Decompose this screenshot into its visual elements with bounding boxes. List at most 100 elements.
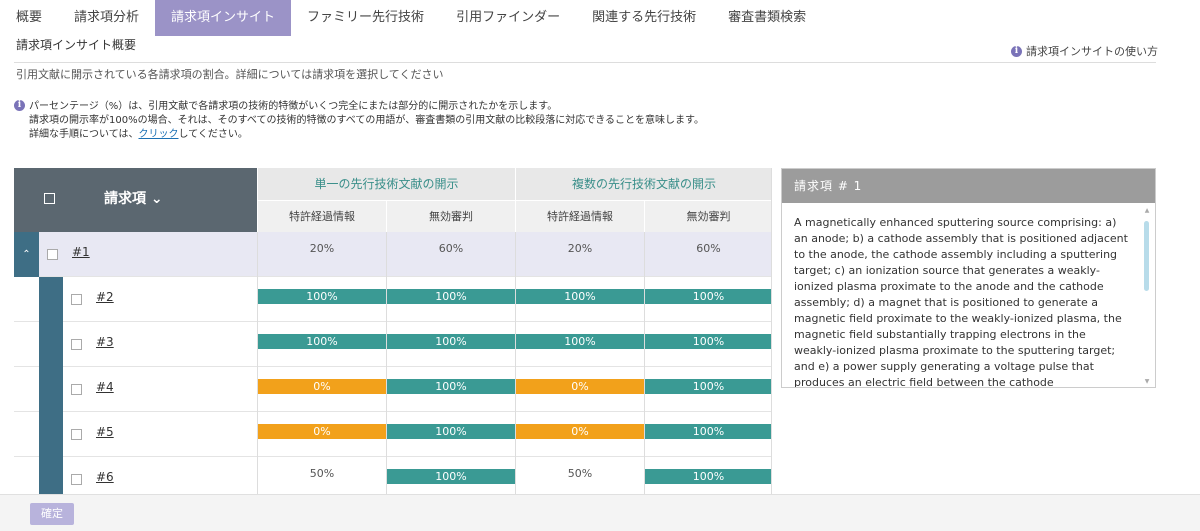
disclosure-bar: 0%	[516, 379, 644, 394]
row-indent-marker	[39, 322, 63, 367]
tab-claim-analysis[interactable]: 請求項分析	[74, 10, 140, 25]
click-link[interactable]: クリック	[138, 129, 179, 140]
sub-header-invalidation-1: 無効審判	[386, 200, 515, 232]
scroll-down-icon[interactable]: ▼	[1144, 378, 1150, 385]
table-row[interactable]: ⌃ #1 20% 60% 20% 60%	[14, 232, 771, 277]
disclosure-value: 50%	[567, 467, 593, 480]
row-checkbox[interactable]	[71, 294, 82, 305]
disclosure-bar: 100%	[645, 289, 771, 304]
disclosure-bar: 0%	[258, 424, 386, 439]
select-all-checkbox[interactable]	[44, 193, 55, 204]
disclosure-cell[interactable]: 100%	[386, 457, 515, 494]
info-icon: i	[1011, 45, 1022, 57]
claim-column-header[interactable]: 請求項 ⌄	[104, 188, 163, 208]
disclosure-cell[interactable]: 50%	[515, 457, 644, 494]
tab-citation-finder[interactable]: 引用ファインダー	[456, 10, 561, 25]
claims-table: 請求項 ⌄ 単一の先行技術文献の開示 複数の先行技術文献の開示 特許経過情報 無…	[14, 168, 772, 494]
disclosure-cell[interactable]: 100%	[644, 277, 771, 322]
disclosure-cell[interactable]: 100%	[644, 412, 771, 457]
disclosure-value: 20%	[567, 242, 593, 255]
disclosure-bar: 100%	[258, 289, 386, 304]
disclosure-bar: 100%	[387, 334, 515, 349]
row-checkbox[interactable]	[71, 339, 82, 350]
row-indent-marker	[39, 367, 63, 412]
disclosure-cell[interactable]: 60%	[386, 232, 515, 277]
row-checkbox[interactable]	[71, 384, 82, 395]
divider	[14, 62, 1156, 63]
info-icon: i	[14, 100, 25, 111]
disclosure-cell[interactable]: 100%	[257, 322, 386, 367]
disclosure-cell[interactable]: 100%	[386, 322, 515, 367]
panel-title: 請求項 # 1	[782, 169, 1155, 203]
table-row[interactable]: #2 100% 100% 100% 100%	[14, 277, 771, 322]
note-line-1: パーセンテージ（%）は、引用文献で各請求項の技術的特徴がいくつ完全にまたは部分的…	[29, 101, 558, 112]
disclosure-cell[interactable]: 100%	[386, 412, 515, 457]
group-single-header: 単一の先行技術文献の開示	[257, 168, 515, 200]
tab-examination-docs[interactable]: 審査書類検索	[728, 10, 807, 25]
confirm-button[interactable]: 確定	[30, 503, 74, 525]
row-checkbox[interactable]	[47, 249, 58, 260]
disclosure-bar: 100%	[387, 379, 515, 394]
claim-link[interactable]: #2	[96, 290, 114, 304]
table-row[interactable]: #4 0% 100% 0% 100%	[14, 367, 771, 412]
disclosure-cell[interactable]: 50%	[257, 457, 386, 494]
row-checkbox[interactable]	[71, 429, 82, 440]
disclosure-cell[interactable]: 0%	[257, 367, 386, 412]
help-link-label[interactable]: 請求項インサイトの使い方	[1026, 45, 1158, 58]
group-multi-header: 複数の先行技術文献の開示	[515, 168, 771, 200]
claim-link[interactable]: #1	[72, 245, 90, 259]
table-row[interactable]: #5 0% 100% 0% 100%	[14, 412, 771, 457]
tab-bar: 概要 請求項分析 請求項インサイト ファミリー先行技術 引用ファインダー 関連す…	[0, 0, 1200, 36]
disclosure-cell[interactable]: 100%	[644, 367, 771, 412]
table-row[interactable]: #6 50% 100% 50% 100%	[14, 457, 771, 494]
disclosure-value: 50%	[309, 467, 335, 480]
disclosure-cell[interactable]: 20%	[515, 232, 644, 277]
disclosure-bar: 0%	[516, 424, 644, 439]
claim-text: A magnetically enhanced sputtering sourc…	[794, 216, 1128, 387]
disclosure-bar: 100%	[516, 334, 644, 349]
claim-link[interactable]: #6	[96, 470, 114, 484]
tab-claim-insight[interactable]: 請求項インサイト	[155, 0, 292, 36]
tab-family-prior-art[interactable]: ファミリー先行技術	[307, 10, 425, 25]
disclosure-cell[interactable]: 60%	[644, 232, 771, 277]
disclosure-cell[interactable]: 0%	[257, 412, 386, 457]
chevron-down-icon: ⌄	[150, 191, 163, 207]
disclosure-cell[interactable]: 100%	[386, 367, 515, 412]
disclosure-bar: 100%	[516, 289, 644, 304]
overview-subtitle: 引用文献に開示されている各請求項の割合。詳細については請求項を選択してください	[16, 68, 444, 81]
sub-header-invalidation-2: 無効審判	[644, 200, 771, 232]
disclosure-cell[interactable]: 0%	[515, 412, 644, 457]
disclosure-bar: 100%	[645, 424, 771, 439]
collapse-chevron-icon[interactable]: ⌃	[14, 232, 39, 277]
disclosure-bar: 100%	[645, 334, 771, 349]
scroll-thumb[interactable]	[1144, 221, 1149, 291]
sub-header-prosecution-2: 特許経過情報	[515, 200, 644, 232]
row-checkbox[interactable]	[71, 474, 82, 485]
disclosure-bar: 0%	[258, 379, 386, 394]
claim-link[interactable]: #4	[96, 380, 114, 394]
claim-link[interactable]: #3	[96, 335, 114, 349]
info-note: i パーセンテージ（%）は、引用文献で各請求項の技術的特徴がいくつ完全にまたは部…	[14, 100, 704, 142]
tab-related-prior-art[interactable]: 関連する先行技術	[592, 10, 697, 25]
disclosure-bar: 100%	[645, 469, 771, 484]
help-link[interactable]: i 請求項インサイトの使い方	[1011, 43, 1158, 59]
panel-scrollbar[interactable]: ▲ ▼	[1143, 207, 1151, 385]
overview-title: 請求項インサイト概要	[16, 38, 137, 52]
note-line-2: 請求項の開示率が100%の場合、それは、そのすべての技術的特徴のすべての用語が、…	[29, 115, 704, 126]
claim-detail-panel: 請求項 # 1 A magnetically enhanced sputteri…	[781, 168, 1156, 388]
disclosure-bar: 100%	[258, 334, 386, 349]
disclosure-cell[interactable]: 100%	[386, 277, 515, 322]
table-row[interactable]: #3 100% 100% 100% 100%	[14, 322, 771, 367]
disclosure-cell[interactable]: 0%	[515, 367, 644, 412]
claim-link[interactable]: #5	[96, 425, 114, 439]
disclosure-bar: 100%	[387, 424, 515, 439]
disclosure-cell[interactable]: 100%	[257, 277, 386, 322]
scroll-up-icon[interactable]: ▲	[1144, 207, 1150, 214]
tab-overview[interactable]: 概要	[16, 10, 43, 25]
disclosure-cell[interactable]: 100%	[644, 322, 771, 367]
disclosure-cell[interactable]: 100%	[644, 457, 771, 494]
disclosure-cell[interactable]: 100%	[515, 277, 644, 322]
disclosure-cell[interactable]: 100%	[515, 322, 644, 367]
disclosure-cell[interactable]: 20%	[257, 232, 386, 277]
disclosure-bar: 100%	[645, 379, 771, 394]
